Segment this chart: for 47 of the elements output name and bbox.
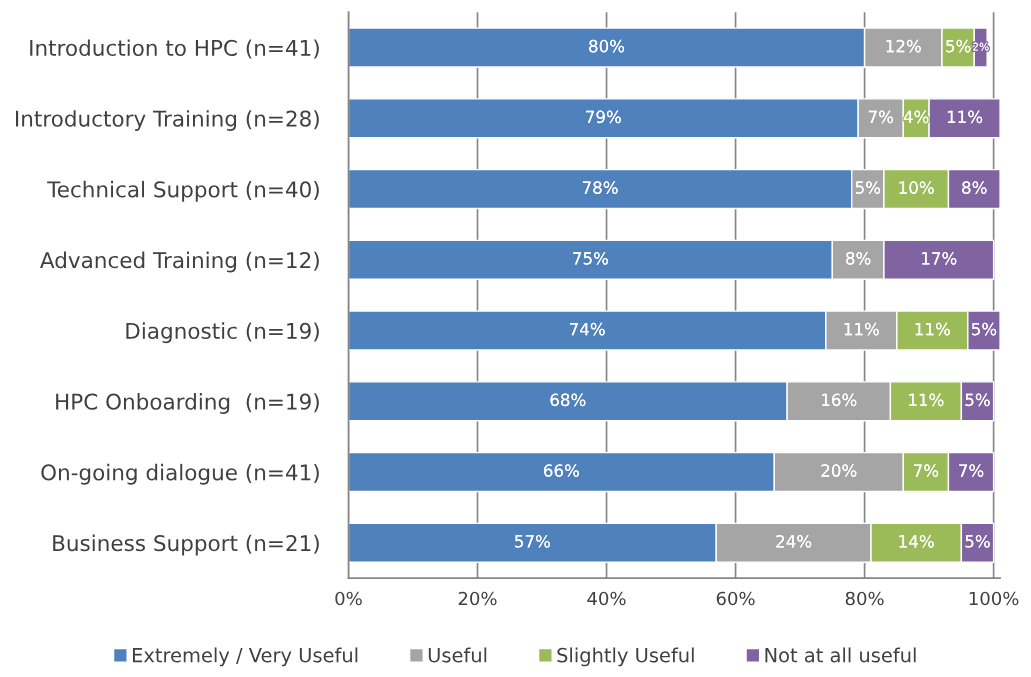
data-label: 78% [582, 181, 618, 194]
legend-label: Not at all useful [765, 647, 916, 663]
data-label: 11% [915, 322, 950, 336]
data-label: 24% [776, 535, 812, 548]
data-label: 5% [965, 393, 990, 407]
data-label: 66% [544, 464, 579, 477]
data-label: 80% [589, 39, 625, 53]
y-tick-label: Technical Support (n=40) [47, 180, 319, 202]
data-label: 74% [570, 322, 605, 336]
data-label: 11% [909, 393, 944, 407]
data-label: 5% [855, 181, 881, 194]
y-tick-label: Diagnostic (n=19) [126, 322, 319, 344]
data-label: 7% [868, 110, 894, 124]
x-tick-label: 60% [716, 591, 755, 606]
data-label: 8% [846, 252, 871, 265]
data-label: 11% [844, 322, 879, 336]
y-tick-label: Introductory Training (n=28) [16, 110, 319, 131]
x-tick-label: 100% [969, 591, 1019, 606]
y-tick-label: Introduction to HPC (n=41) [30, 39, 319, 59]
data-label: 14% [899, 535, 934, 548]
data-label: 5% [946, 39, 971, 53]
data-label: 5% [965, 535, 990, 548]
y-tick-label: On-going dialogue (n=41) [41, 463, 319, 485]
data-label: 16% [822, 393, 857, 407]
data-label: 12% [886, 39, 921, 53]
x-tick-label: 0% [335, 591, 362, 606]
legend-label: Slightly Useful [557, 647, 694, 667]
data-label: 8% [962, 181, 987, 194]
data-label: 17% [922, 252, 957, 265]
y-tick-label: HPC Onboarding (n=19) [56, 393, 319, 414]
x-tick-label: 40% [587, 591, 626, 606]
data-label: 7% [914, 464, 939, 477]
y-tick-label: Advanced Training (n=12) [40, 251, 319, 273]
data-label: 75% [573, 252, 609, 265]
y-tick-label: Business Support (n=21) [53, 534, 319, 556]
data-label: 57% [515, 535, 550, 548]
legend-label: Extremely / Very Useful [132, 647, 358, 667]
data-label: 79% [586, 110, 621, 124]
x-tick-label: 80% [845, 591, 884, 606]
data-label: 20% [821, 464, 857, 477]
data-label: 11% [947, 110, 983, 124]
legend-label: Useful [428, 647, 487, 663]
data-label: 10% [899, 181, 934, 194]
data-label: 68% [550, 393, 586, 407]
data-label: 7% [959, 464, 984, 477]
data-label: 5% [972, 322, 997, 336]
x-tick-label: 20% [458, 591, 497, 606]
